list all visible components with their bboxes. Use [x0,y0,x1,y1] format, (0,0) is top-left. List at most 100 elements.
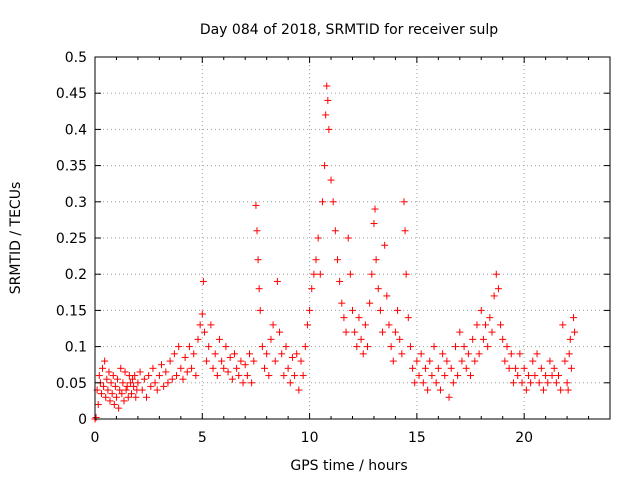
data-point [155,372,163,380]
data-point [327,176,335,184]
data-point [458,357,466,365]
data-point [168,375,176,383]
data-point [361,321,369,329]
data-point [132,393,140,401]
data-point [561,357,569,365]
data-point [190,350,198,358]
data-point [100,382,108,390]
data-point [233,364,241,372]
data-point [207,321,215,329]
data-point [342,328,350,336]
data-point [322,111,330,119]
data-point [570,314,578,322]
points-layer [91,82,579,423]
data-point [563,379,571,387]
data-point [473,321,481,329]
data-point [329,198,337,206]
data-point [109,372,117,380]
data-point [138,386,146,394]
data-point [404,314,412,322]
data-point [353,343,361,351]
y-tick-label: 0.2 [65,267,87,283]
data-point [158,361,166,369]
data-point [199,277,207,285]
data-point [291,372,299,380]
data-point [209,364,217,372]
data-point [149,364,157,372]
data-point [293,350,301,358]
data-point [411,379,419,387]
data-point [303,321,311,329]
data-point [110,401,118,409]
data-point [198,310,206,318]
data-point [282,343,290,351]
y-axis-label: SRMTID / TECUs [8,182,24,295]
data-point [374,285,382,293]
data-point [276,328,284,336]
x-axis-label: GPS time / hours [290,458,407,474]
data-point [439,350,447,358]
data-point [278,350,286,358]
y-tick-label: 0.45 [56,86,87,102]
data-point [398,350,406,358]
data-point [419,379,427,387]
data-point [381,241,389,249]
data-point [265,372,273,380]
data-point [501,357,509,365]
data-point [288,353,296,361]
data-point [153,386,161,394]
data-point [162,368,170,376]
data-point [359,350,367,358]
data-point [537,364,545,372]
data-point [469,335,477,343]
data-point [492,270,500,278]
data-point [340,314,348,322]
data-point [284,364,292,372]
data-point [349,306,356,314]
y-tick-label: 0.1 [65,340,87,356]
data-point [372,256,380,264]
x-tick-label: 5 [198,430,207,446]
data-point [331,227,339,235]
data-point [566,335,574,343]
data-point [316,270,324,278]
data-point [336,277,344,285]
data-point [151,379,159,387]
data-point [310,270,318,278]
data-point [119,379,127,387]
data-point [571,328,579,336]
data-point [220,364,228,372]
data-point [564,386,572,394]
data-point [246,350,253,358]
data-point [280,372,288,380]
data-point [136,368,144,376]
data-point [237,357,245,365]
data-point [271,357,279,365]
tick-label-layer: 0 5 10 15 20 0 0.05 0.1 0.15 0.2 0.25 0.3 0.35 0.4 0.4… [56,50,533,446]
data-point [503,343,511,351]
data-point [117,364,125,372]
data-point [533,350,541,358]
data-point [424,386,432,394]
data-point [104,386,112,394]
data-point [346,270,354,278]
data-point [415,372,423,380]
data-point [160,382,168,390]
data-point [479,335,487,343]
data-point [301,343,309,351]
data-point [173,372,181,380]
data-point [542,372,550,380]
data-point [426,357,434,365]
data-point [324,96,332,104]
data-point [351,328,359,336]
data-point [235,372,243,380]
data-point [357,335,365,343]
data-point [518,379,526,387]
data-point [462,364,470,372]
data-point [318,198,326,206]
data-point [115,404,123,412]
data-point [531,372,539,380]
